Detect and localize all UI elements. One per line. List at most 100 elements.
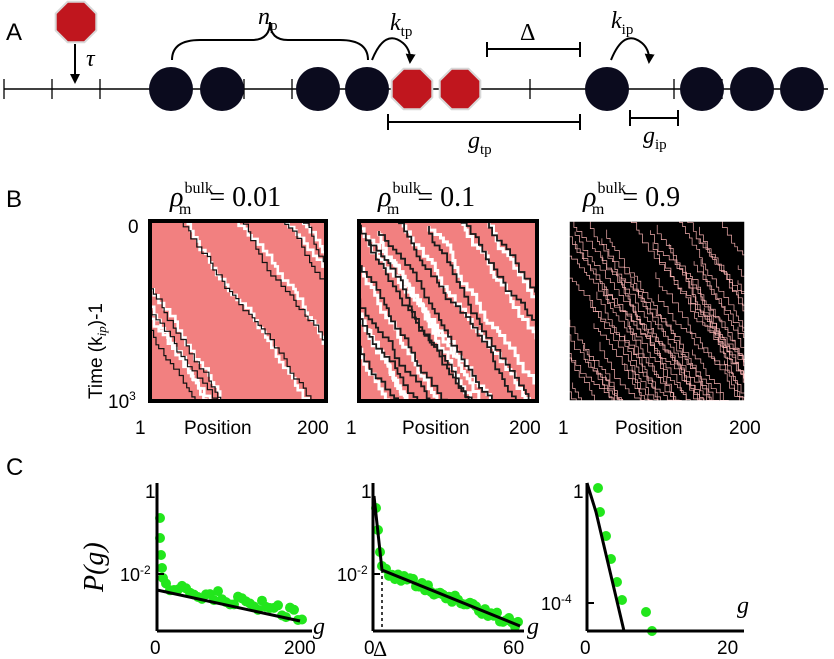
panel-label-a: A bbox=[6, 19, 22, 46]
panel-label-b: B bbox=[6, 186, 22, 213]
kymograph-1 bbox=[148, 219, 328, 403]
particle-trajectory bbox=[359, 261, 448, 401]
particle-trajectory bbox=[744, 373, 745, 382]
gtp-label: gtp bbox=[468, 128, 492, 158]
x-axis-label: g bbox=[737, 593, 749, 619]
particle-trajectory bbox=[593, 323, 653, 401]
particle-trajectory bbox=[150, 323, 196, 401]
particle-trajectory bbox=[700, 258, 745, 332]
x-tick-0: 0 bbox=[364, 638, 375, 659]
particle-trajectory bbox=[302, 221, 326, 260]
y-tick-1: 1 bbox=[361, 482, 372, 503]
particle-trajectory bbox=[150, 308, 217, 401]
gip-bracket bbox=[629, 110, 679, 126]
fit-line bbox=[372, 495, 521, 628]
particle-trajectory bbox=[737, 265, 745, 277]
incoming-blocker bbox=[54, 0, 98, 44]
pg-y-axis-label: P(g) bbox=[79, 542, 110, 593]
particle-trajectory bbox=[398, 221, 519, 401]
kymo2-x-right: 200 bbox=[509, 418, 541, 439]
particle-trajectory bbox=[150, 281, 222, 401]
data-point bbox=[641, 607, 651, 617]
particle-trajectory bbox=[397, 221, 531, 401]
data-point bbox=[273, 600, 283, 611]
x-axis-label: g bbox=[527, 614, 539, 640]
particle-trajectory bbox=[737, 326, 745, 339]
motor-particle bbox=[680, 67, 724, 111]
fit-line bbox=[585, 482, 626, 632]
particle-trajectory bbox=[606, 229, 713, 401]
y-tick-1: 1 bbox=[573, 482, 584, 503]
motor-particle bbox=[149, 67, 193, 111]
kip-label: kip bbox=[611, 8, 633, 38]
particle-trajectory bbox=[655, 272, 740, 401]
x-tick-max: 200 bbox=[284, 638, 316, 659]
data-point bbox=[289, 604, 299, 615]
particle-trajectory bbox=[488, 221, 537, 293]
motor-particle bbox=[296, 67, 340, 111]
particle-trajectory bbox=[569, 277, 673, 401]
particle-trajectory bbox=[359, 345, 399, 401]
gip-label: gip bbox=[643, 123, 667, 153]
kymo3-x-right: 200 bbox=[729, 418, 761, 439]
particle-trajectory bbox=[359, 344, 391, 401]
particle-trajectory bbox=[242, 221, 326, 345]
particle-trajectory bbox=[747, 343, 756, 355]
particle-trajectory bbox=[746, 233, 756, 245]
particle-trajectory bbox=[679, 221, 745, 329]
ktp-label: ktp bbox=[390, 10, 412, 40]
particle-trajectory bbox=[599, 341, 641, 401]
particle-trajectory bbox=[359, 311, 419, 401]
data-point bbox=[157, 563, 167, 573]
y-tick-2: 10-4 bbox=[541, 592, 572, 614]
particle-trajectory bbox=[703, 307, 745, 367]
particle-trajectory bbox=[569, 255, 705, 401]
x-tick-0: 0 bbox=[150, 638, 161, 659]
particle-trajectory bbox=[572, 382, 582, 401]
particle-trajectory bbox=[460, 221, 537, 325]
distribution-plot-2: 1 10-2 0 Δ 60 g bbox=[337, 482, 539, 659]
np-brace bbox=[171, 21, 369, 61]
data-point bbox=[593, 483, 603, 493]
kymograph-2 bbox=[357, 219, 539, 403]
kymo3-x-label: Position bbox=[615, 418, 683, 439]
particle-trajectory bbox=[359, 298, 431, 401]
panel-label-c: C bbox=[6, 454, 23, 481]
ktp-hop-arrow bbox=[371, 37, 416, 64]
delta-label: Δ bbox=[520, 20, 535, 46]
particle-trajectory bbox=[583, 344, 616, 401]
x-tick-max: 60 bbox=[503, 638, 524, 659]
particle-trajectory bbox=[686, 271, 745, 366]
kymo-title-3: ρbulk m = 0.9 bbox=[582, 180, 680, 218]
particle-trajectory bbox=[747, 203, 759, 220]
particle-trajectory bbox=[186, 221, 310, 401]
kymo-y-axis-label: Time (kip)-1 bbox=[86, 303, 109, 399]
particle-trajectory bbox=[569, 386, 577, 401]
kymo2-x-left: 1 bbox=[346, 418, 357, 439]
particle-trajectory bbox=[589, 221, 712, 401]
kymo-title-2: ρbulk m = 0.1 bbox=[377, 180, 475, 218]
particle-trajectory bbox=[427, 226, 537, 389]
x-tick-max: 20 bbox=[717, 638, 738, 659]
particle-trajectory bbox=[604, 286, 682, 401]
distribution-plot-1: 1 10-2 0 200 g bbox=[120, 482, 325, 659]
particle-trajectory bbox=[461, 221, 537, 340]
particle-trajectory bbox=[724, 360, 745, 401]
particle-trajectory bbox=[693, 261, 745, 354]
y-tick-2: 10-2 bbox=[337, 563, 368, 585]
particle-trajectory bbox=[631, 366, 650, 401]
kymo3-x-left: 1 bbox=[558, 418, 569, 439]
kymo-y-bottom: 103 bbox=[108, 389, 136, 413]
data-point bbox=[213, 586, 223, 597]
particle-trajectory bbox=[699, 226, 745, 306]
particle-trajectory bbox=[722, 221, 745, 256]
gtp-bracket bbox=[387, 114, 581, 130]
particle-trajectory bbox=[652, 242, 745, 383]
motor-particles bbox=[149, 67, 824, 111]
kymo1-x-right: 200 bbox=[297, 418, 329, 439]
particle-trajectory bbox=[596, 291, 662, 401]
particle-trajectory bbox=[378, 231, 493, 401]
kymo1-x-left: 1 bbox=[135, 418, 146, 439]
bound-blockers bbox=[390, 67, 482, 111]
particle-trajectory bbox=[569, 334, 613, 401]
